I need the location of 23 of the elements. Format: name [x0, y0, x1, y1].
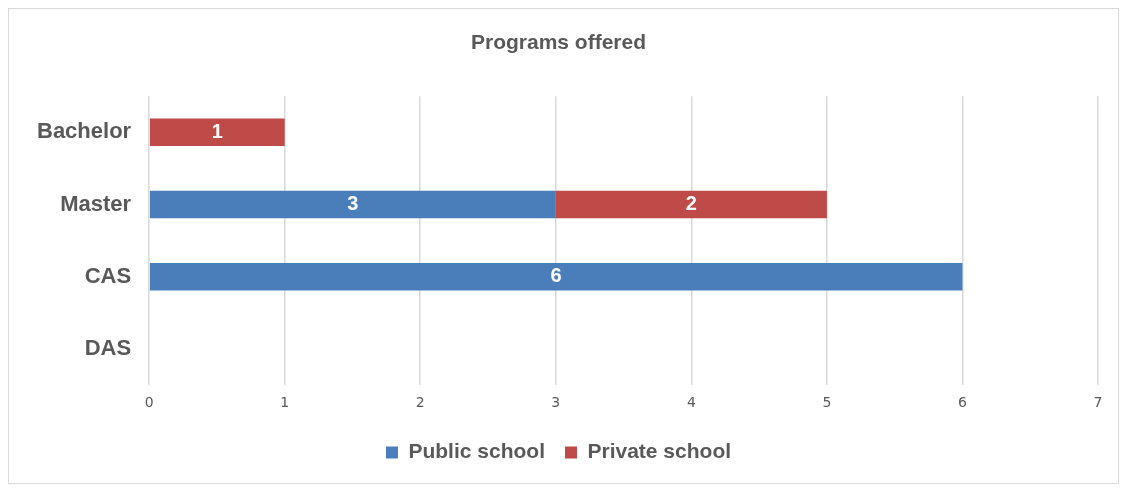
y-tick-label: Bachelor [36, 118, 132, 144]
chart-title: Programs offered [470, 30, 647, 54]
data-label: 2 [685, 192, 697, 215]
y-tick-label: Master [60, 190, 132, 216]
x-tick-label: 2 [415, 394, 425, 411]
x-tick-label: 6 [957, 394, 967, 411]
x-tick-label: 5 [822, 394, 832, 411]
y-tick-label: CAS [84, 262, 132, 288]
bar [555, 190, 827, 219]
x-tick-label: 7 [1093, 394, 1103, 411]
x-tick-label: 3 [551, 394, 561, 411]
legend-label: Public school [408, 439, 545, 463]
data-label: 3 [347, 192, 359, 215]
y-tick-label: DAS [84, 335, 132, 361]
data-label: 1 [211, 119, 223, 142]
bar [149, 118, 285, 147]
bar [149, 190, 556, 219]
x-tick-label: 0 [144, 394, 154, 411]
data-label: 6 [550, 264, 562, 287]
x-tick-label: 4 [686, 394, 696, 411]
x-tick-label: 1 [280, 394, 290, 411]
bar [149, 263, 963, 291]
legend-label: Private school [587, 439, 732, 463]
